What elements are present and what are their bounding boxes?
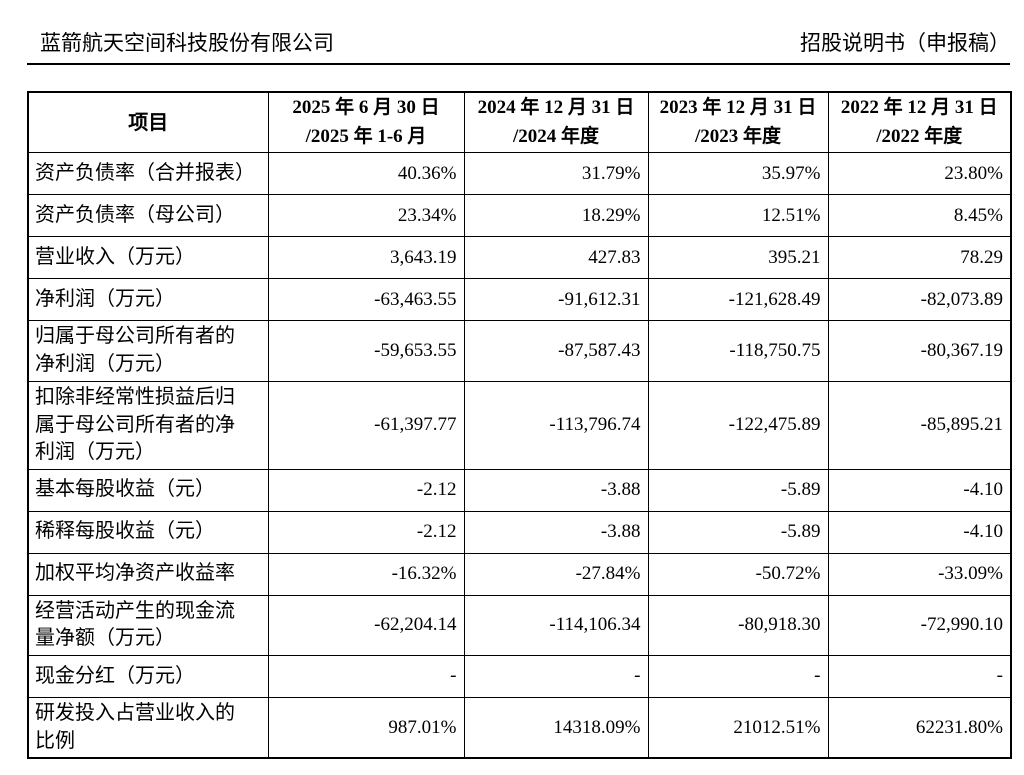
- table-row: 扣除非经常性损益后归 属于母公司所有者的净 利润（万元） -61,397.77 …: [27, 381, 1012, 470]
- table-row: 经营活动产生的现金流 量净额（万元） -62,204.14 -114,106.3…: [27, 594, 1012, 656]
- value-cell: -: [267, 654, 465, 698]
- value-cell: 427.83: [463, 236, 649, 279]
- page-header: 蓝箭航天空间科技股份有限公司 招股说明书（申报稿）: [40, 30, 1010, 56]
- table-row: 资产负债率（合并报表） 40.36% 31.79% 35.97% 23.80%: [27, 152, 1012, 195]
- row-label: 研发投入占营业收入的 比例: [27, 696, 269, 759]
- value-cell: -62,204.14: [267, 594, 465, 656]
- value-cell: -4.10: [827, 468, 1012, 512]
- table-row: 归属于母公司所有者的 净利润（万元） -59,653.55 -87,587.43…: [27, 320, 1012, 382]
- row-label: 经营活动产生的现金流 量净额（万元）: [27, 594, 269, 656]
- value-cell: -: [463, 654, 649, 698]
- column-header-period-2025: 2025 年 6 月 30 日 /2025 年 1-6 月: [267, 91, 465, 153]
- value-cell: -2.12: [267, 468, 465, 512]
- value-cell: 395.21: [647, 236, 829, 279]
- value-cell: -80,918.30: [647, 594, 829, 656]
- table-row: 加权平均净资产收益率 -16.32% -27.84% -50.72% -33.0…: [27, 552, 1012, 596]
- value-cell: -63,463.55: [267, 278, 465, 321]
- document-type-label: 招股说明书（申报稿）: [800, 31, 1010, 55]
- value-cell: -82,073.89: [827, 278, 1012, 321]
- value-cell: 987.01%: [267, 696, 465, 759]
- financial-summary-table: 项目 2025 年 6 月 30 日 /2025 年 1-6 月 2024 年 …: [27, 91, 1012, 760]
- value-cell: -: [827, 654, 1012, 698]
- row-label: 营业收入（万元）: [27, 236, 269, 279]
- value-cell: -4.10: [827, 510, 1012, 554]
- value-cell: -59,653.55: [267, 320, 465, 382]
- value-cell: 14318.09%: [463, 696, 649, 759]
- value-cell: -3.88: [463, 468, 649, 512]
- header-rule: [27, 63, 1010, 65]
- value-cell: -3.88: [463, 510, 649, 554]
- value-cell: -61,397.77: [267, 381, 465, 470]
- row-label: 资产负债率（合并报表）: [27, 152, 269, 195]
- table-row: 现金分红（万元） - - - -: [27, 654, 1012, 698]
- row-label: 净利润（万元）: [27, 278, 269, 321]
- value-cell: 23.34%: [267, 194, 465, 237]
- value-cell: -118,750.75: [647, 320, 829, 382]
- value-cell: -5.89: [647, 510, 829, 554]
- value-cell: 8.45%: [827, 194, 1012, 237]
- column-header-period-2023: 2023 年 12 月 31 日 /2023 年度: [647, 91, 829, 153]
- value-cell: -87,587.43: [463, 320, 649, 382]
- value-cell: -50.72%: [647, 552, 829, 596]
- value-cell: -80,367.19: [827, 320, 1012, 382]
- value-cell: 12.51%: [647, 194, 829, 237]
- value-cell: 62231.80%: [827, 696, 1012, 759]
- table-row: 营业收入（万元） 3,643.19 427.83 395.21 78.29: [27, 236, 1012, 279]
- value-cell: -85,895.21: [827, 381, 1012, 470]
- value-cell: 40.36%: [267, 152, 465, 195]
- value-cell: -5.89: [647, 468, 829, 512]
- value-cell: 31.79%: [463, 152, 649, 195]
- company-name: 蓝箭航天空间科技股份有限公司: [40, 31, 334, 55]
- row-label: 扣除非经常性损益后归 属于母公司所有者的净 利润（万元）: [27, 381, 269, 470]
- row-label: 归属于母公司所有者的 净利润（万元）: [27, 320, 269, 382]
- value-cell: -: [647, 654, 829, 698]
- row-label: 现金分红（万元）: [27, 654, 269, 698]
- table-row: 资产负债率（母公司） 23.34% 18.29% 12.51% 8.45%: [27, 194, 1012, 237]
- value-cell: -2.12: [267, 510, 465, 554]
- row-label: 基本每股收益（元）: [27, 468, 269, 512]
- value-cell: -114,106.34: [463, 594, 649, 656]
- value-cell: -72,990.10: [827, 594, 1012, 656]
- value-cell: -122,475.89: [647, 381, 829, 470]
- value-cell: 18.29%: [463, 194, 649, 237]
- row-label: 资产负债率（母公司）: [27, 194, 269, 237]
- value-cell: 35.97%: [647, 152, 829, 195]
- table-row: 研发投入占营业收入的 比例 987.01% 14318.09% 21012.51…: [27, 696, 1012, 759]
- value-cell: -33.09%: [827, 552, 1012, 596]
- value-cell: 21012.51%: [647, 696, 829, 759]
- row-label: 加权平均净资产收益率: [27, 552, 269, 596]
- value-cell: 3,643.19: [267, 236, 465, 279]
- value-cell: -16.32%: [267, 552, 465, 596]
- value-cell: -121,628.49: [647, 278, 829, 321]
- table-header-row: 项目 2025 年 6 月 30 日 /2025 年 1-6 月 2024 年 …: [27, 91, 1012, 153]
- table-row: 基本每股收益（元） -2.12 -3.88 -5.89 -4.10: [27, 468, 1012, 512]
- table-row: 稀释每股收益（元） -2.12 -3.88 -5.89 -4.10: [27, 510, 1012, 554]
- value-cell: 23.80%: [827, 152, 1012, 195]
- column-header-period-2022: 2022 年 12 月 31 日 /2022 年度: [827, 91, 1012, 153]
- value-cell: -91,612.31: [463, 278, 649, 321]
- value-cell: 78.29: [827, 236, 1012, 279]
- row-label: 稀释每股收益（元）: [27, 510, 269, 554]
- table-row: 净利润（万元） -63,463.55 -91,612.31 -121,628.4…: [27, 278, 1012, 321]
- value-cell: -27.84%: [463, 552, 649, 596]
- value-cell: -113,796.74: [463, 381, 649, 470]
- column-header-item: 项目: [27, 91, 269, 153]
- column-header-period-2024: 2024 年 12 月 31 日 /2024 年度: [463, 91, 649, 153]
